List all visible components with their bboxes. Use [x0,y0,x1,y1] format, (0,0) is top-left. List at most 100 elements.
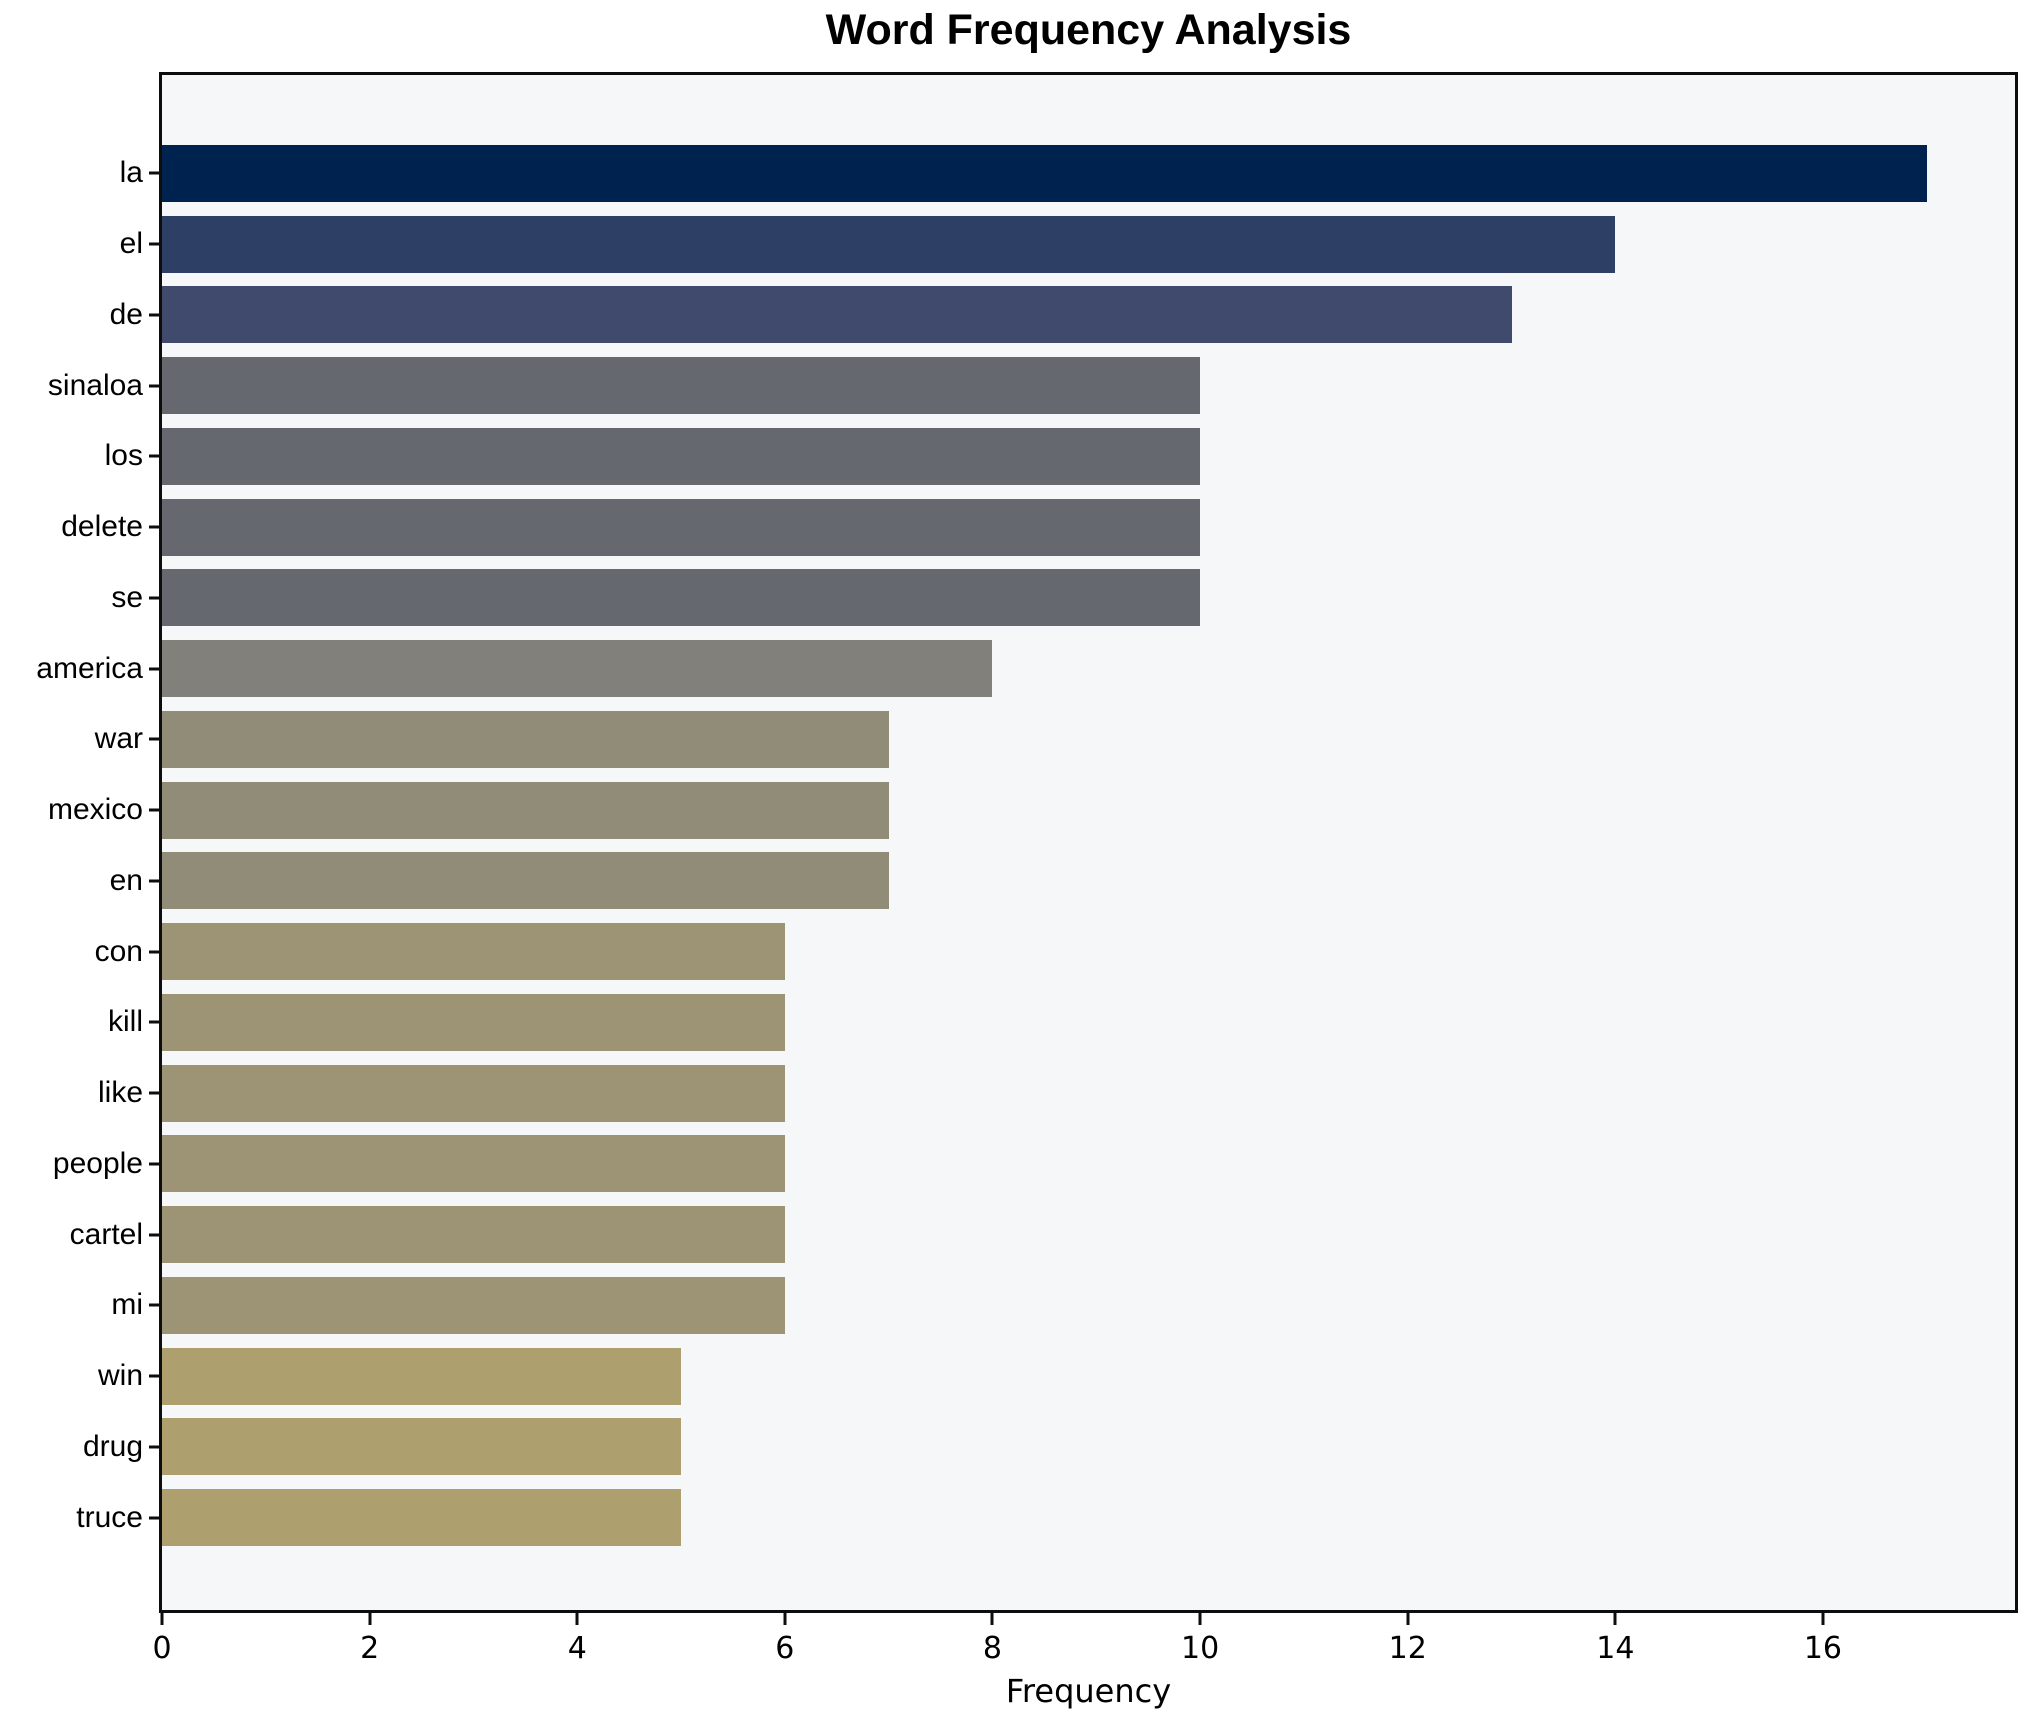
y-tick [149,737,159,741]
bar [162,498,1201,556]
y-tick [149,1162,159,1166]
bar [162,640,993,698]
y-tick-label: america [36,651,143,685]
bar-row: en [110,846,2015,917]
y-tick [149,1516,159,1520]
bar [162,215,1616,273]
bar [162,923,785,981]
bar [162,1489,682,1547]
y-tick [149,1374,159,1378]
x-tick-label: 16 [1803,1631,1843,1666]
bar-row: los [105,421,2015,492]
bar [162,852,889,910]
bar-row: people [53,1129,2015,1200]
x-tick-label: 12 [1388,1631,1427,1666]
y-tick [149,950,159,954]
bar-row: cartel [70,1199,2015,1270]
y-tick [149,313,159,317]
y-tick [149,384,159,388]
bar [162,427,1201,485]
plot-area: la el de sinaloa los delete se america war mexico… [36,72,2018,1613]
y-tick-label: truce [76,1500,143,1534]
x-tick [783,1613,787,1625]
bar-row: truce [76,1482,2015,1553]
bar [162,1276,785,1334]
bar [162,1347,682,1405]
x-tick [1821,1613,1825,1625]
bar-row: de [110,280,2015,351]
bar-row: se [111,563,2015,634]
bar-row: delete [61,492,2015,563]
bar-row: mexico [48,775,2015,846]
y-tick-label: mexico [47,793,143,827]
bar-row: drug [83,1412,2015,1483]
bar-row: sinaloa [48,350,2015,421]
y-tick-label: delete [61,510,143,544]
y-tick [149,1445,159,1449]
bar-row: kill [108,987,2015,1058]
x-tick-label: 4 [567,1631,587,1666]
y-tick [149,879,159,883]
bar [162,993,785,1051]
bar [162,781,889,839]
y-tick [149,1020,159,1024]
bar [162,710,889,768]
bars-container: la el de sinaloa los delete se america war mexico… [36,138,2015,1553]
bar-row: con [95,916,2015,987]
x-tick-label: 10 [1181,1631,1220,1666]
bar-row: la [120,138,2015,209]
bar [162,144,1927,202]
y-tick [149,171,159,175]
y-tick-label: drug [82,1429,143,1463]
bar [162,357,1201,415]
x-tick [575,1613,579,1625]
x-tick-label: 6 [775,1631,795,1666]
bar [162,1418,682,1476]
y-tick-label: mi [111,1288,143,1322]
y-tick [149,454,159,458]
bar [162,569,1201,627]
x-tick [160,1613,164,1625]
bar-row: el [120,209,2015,280]
bar-row: win [98,1341,2015,1412]
chart-title: Word Frequency Analysis [825,6,1352,54]
y-tick-label: kill [108,1005,143,1039]
y-tick-label: war [94,722,143,756]
y-tick [149,1303,159,1307]
bar [162,1064,785,1122]
y-tick-label: la [119,156,143,190]
x-tick-label: 8 [982,1631,1003,1666]
y-tick [149,808,159,812]
y-tick [149,667,159,671]
bar-row: mi [111,1270,2015,1341]
x-tick [1198,1613,1202,1625]
x-tick [368,1613,372,1625]
y-tick [149,1233,159,1237]
y-tick-label: el [119,227,143,261]
x-axis-label: Frequency [1005,1672,1172,1710]
bar [162,1135,785,1193]
bar-row: america [36,633,2015,704]
bar-row: war [95,704,2015,775]
y-tick-label: sinaloa [47,368,143,402]
y-tick-label: en [109,863,143,897]
bar [162,1206,785,1264]
y-tick-label: cartel [69,1217,143,1251]
bar [162,286,1512,344]
y-tick-label: con [94,934,143,968]
x-axis: 0 2 4 6 8 10 12 14 16 [152,1613,2015,1683]
y-tick-label: win [97,1359,143,1393]
x-tick-label: 0 [152,1631,172,1666]
y-tick-label: los [104,439,143,473]
y-tick-label: de [109,297,143,331]
bar-row: like [98,1058,2015,1129]
y-tick-label: like [97,1076,143,1110]
x-tick [1613,1613,1617,1625]
x-tick [1406,1613,1410,1625]
y-tick [149,525,159,529]
x-tick-label: 14 [1596,1631,1635,1666]
x-tick [990,1613,994,1625]
y-tick-label: se [111,580,143,614]
y-tick [149,242,159,246]
y-tick [149,1091,159,1095]
